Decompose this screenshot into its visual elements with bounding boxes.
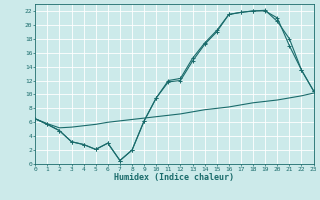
X-axis label: Humidex (Indice chaleur): Humidex (Indice chaleur): [115, 173, 235, 182]
